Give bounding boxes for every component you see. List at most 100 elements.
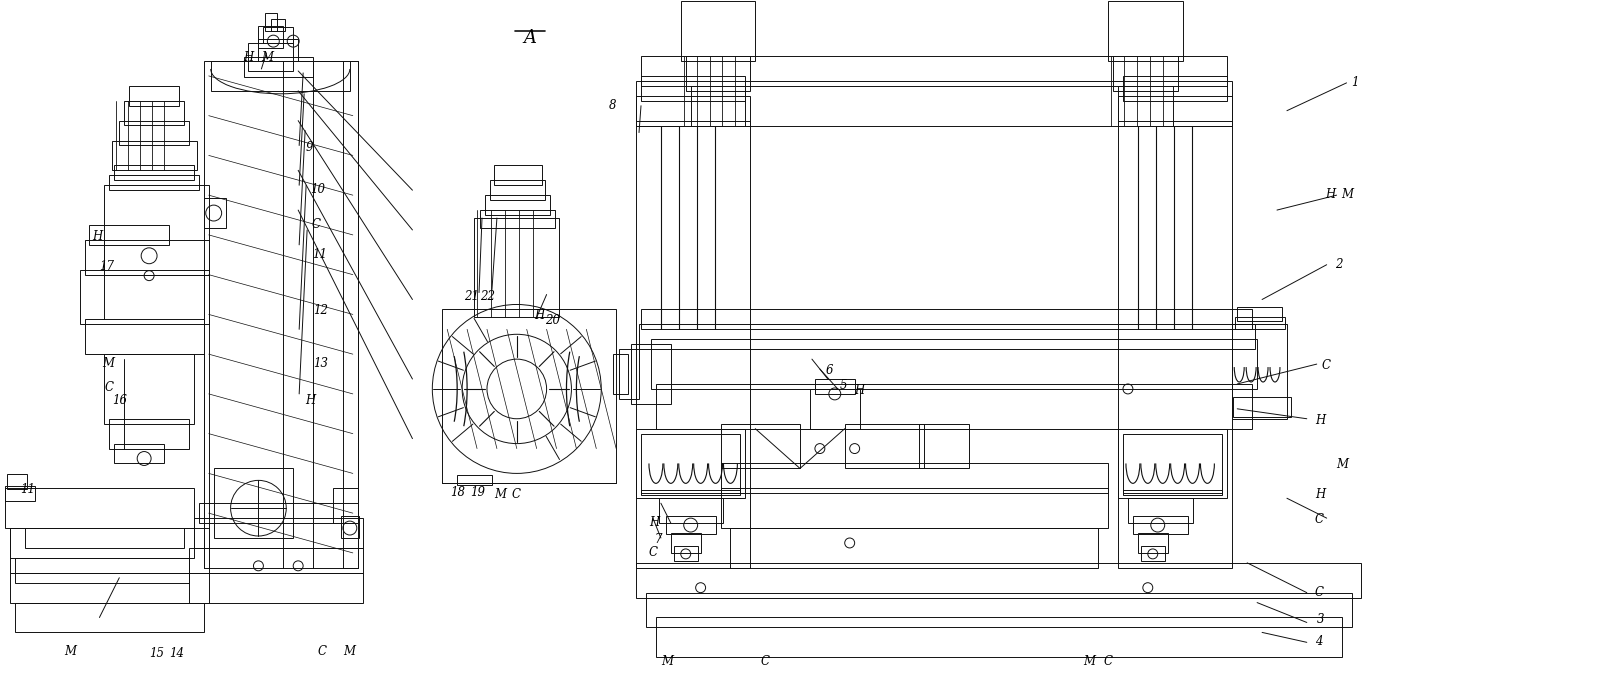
Bar: [659, 498, 723, 523]
Text: 19: 19: [470, 487, 485, 499]
Text: 1: 1: [1352, 76, 1358, 89]
Bar: [480, 210, 555, 228]
Bar: [85, 320, 203, 354]
Text: M: M: [1083, 656, 1096, 668]
Bar: [613, 354, 629, 394]
Bar: [691, 86, 746, 126]
Bar: [90, 225, 170, 245]
Bar: [194, 518, 363, 548]
Text: 3: 3: [1317, 612, 1325, 625]
Bar: [114, 444, 165, 464]
Bar: [104, 354, 194, 424]
Bar: [114, 166, 194, 180]
Text: 10: 10: [310, 183, 325, 197]
Bar: [1235, 318, 1285, 329]
Bar: [5, 487, 35, 501]
Bar: [637, 96, 750, 126]
Bar: [109, 419, 189, 449]
Bar: [85, 240, 208, 275]
Text: C: C: [1315, 586, 1323, 599]
Bar: [814, 379, 854, 394]
Text: 6: 6: [826, 364, 834, 377]
Bar: [130, 86, 179, 106]
Bar: [112, 141, 197, 170]
Bar: [674, 546, 698, 561]
Bar: [1141, 546, 1165, 561]
Bar: [646, 593, 1352, 627]
Text: 22: 22: [480, 289, 494, 303]
Text: 17: 17: [99, 260, 115, 273]
Bar: [642, 491, 741, 495]
Bar: [1123, 76, 1227, 101]
Bar: [1133, 516, 1187, 534]
Text: M: M: [64, 645, 77, 658]
Text: 14: 14: [170, 647, 184, 660]
Text: C: C: [310, 218, 320, 231]
Bar: [1128, 498, 1192, 523]
Bar: [720, 424, 800, 468]
Bar: [203, 61, 358, 568]
Text: H: H: [93, 230, 102, 243]
Bar: [651, 339, 1258, 389]
Text: 13: 13: [314, 357, 328, 370]
Text: 20: 20: [544, 314, 560, 327]
Text: 11: 11: [19, 483, 35, 497]
Bar: [259, 39, 298, 61]
Bar: [203, 198, 226, 228]
Bar: [494, 166, 542, 185]
Bar: [125, 101, 184, 125]
Text: H: H: [1315, 414, 1325, 427]
Text: 16: 16: [112, 394, 128, 407]
Text: 7: 7: [654, 533, 662, 546]
Bar: [642, 56, 1227, 86]
Bar: [1118, 96, 1232, 126]
Text: 8: 8: [610, 99, 616, 112]
Text: 5: 5: [840, 379, 848, 392]
Bar: [189, 573, 363, 602]
Bar: [731, 528, 1098, 568]
Text: 9: 9: [306, 141, 312, 153]
Bar: [642, 310, 1253, 329]
Bar: [638, 324, 1254, 349]
Bar: [680, 1, 755, 61]
Bar: [1118, 429, 1227, 498]
Bar: [845, 424, 925, 468]
Text: H: H: [650, 516, 659, 529]
Text: H: H: [1325, 188, 1334, 201]
Bar: [6, 474, 27, 489]
Text: 2: 2: [1334, 258, 1342, 271]
Bar: [642, 433, 741, 493]
Bar: [1114, 56, 1178, 91]
Bar: [720, 489, 1109, 528]
Bar: [656, 618, 1341, 658]
Bar: [10, 528, 208, 573]
Bar: [266, 13, 277, 31]
Text: M: M: [661, 656, 674, 668]
Bar: [1232, 324, 1286, 419]
Bar: [342, 61, 358, 568]
Text: M: M: [342, 645, 355, 658]
Bar: [109, 175, 198, 190]
Bar: [637, 563, 1362, 598]
Bar: [458, 475, 491, 485]
Text: C: C: [760, 656, 770, 668]
Text: 15: 15: [149, 647, 165, 660]
Text: C: C: [1315, 513, 1323, 526]
Text: C: C: [1102, 656, 1112, 668]
Text: 21: 21: [464, 289, 478, 303]
Bar: [10, 573, 208, 602]
Bar: [264, 27, 293, 43]
Bar: [670, 533, 701, 553]
Bar: [120, 120, 189, 145]
Text: H: H: [534, 310, 544, 322]
Bar: [474, 218, 558, 318]
Bar: [637, 429, 746, 498]
Bar: [656, 384, 1253, 429]
Text: 12: 12: [314, 304, 328, 318]
Bar: [1123, 433, 1222, 493]
Bar: [1237, 308, 1282, 322]
Bar: [1118, 120, 1232, 568]
Text: H: H: [1315, 489, 1325, 501]
Bar: [686, 56, 750, 91]
Bar: [485, 195, 549, 215]
